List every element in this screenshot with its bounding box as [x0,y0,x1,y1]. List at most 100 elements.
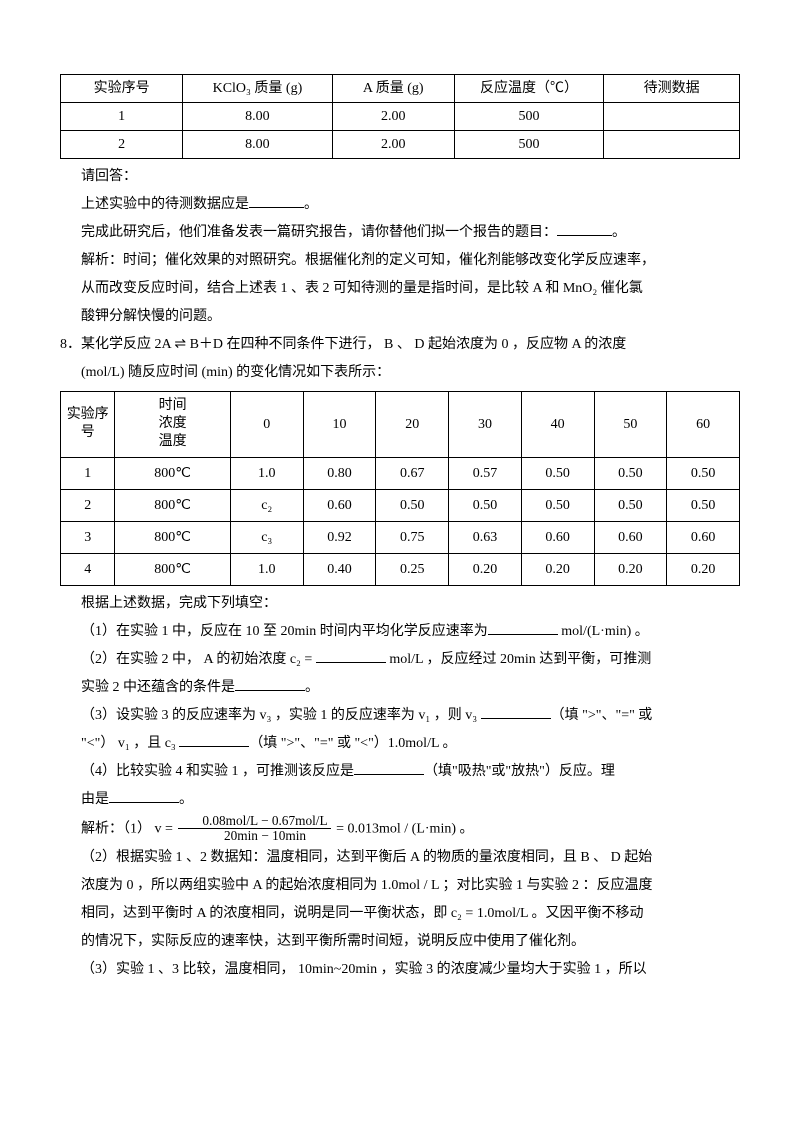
text: = 0.013mol / (L·min) 。 [336,821,473,836]
cell: 0.60 [594,521,667,553]
text-line: 8．某化学反应 2A ⇌ B＋D 在四种不同条件下进行， B 、 D 起始浓度为… [60,331,740,359]
cell: c₃ [230,521,303,553]
cell: 0.50 [594,489,667,521]
blank [557,221,612,236]
header-cell: 10 [303,392,376,458]
table-row: 3 800℃ c₃ 0.92 0.75 0.63 0.60 0.60 0.60 [61,521,740,553]
text-line: (mol/L) 随反应时间 (min) 的变化情况如下表所示： [60,359,740,387]
text-line: 相同，达到平衡时 A 的浓度相同，说明是同一平衡状态，即 c₂ = 1.0mol… [60,900,740,928]
text-line: 请回答： [60,163,740,191]
cell: 800℃ [115,457,231,489]
cell: 0.50 [667,457,740,489]
cell: 2.00 [332,131,454,159]
cell: 3 [61,521,115,553]
table-experiment-1: 实验序号 KClO₃ 质量 (g) A 质量 (g) 反应温度（℃） 待测数据 … [60,74,740,159]
cell: 0.25 [376,553,449,585]
header-cell: A 质量 (g) [332,75,454,103]
text: 时间 [159,398,187,413]
cell: 8.00 [183,131,332,159]
cell: 0.80 [303,457,376,489]
cell: 1 [61,103,183,131]
header-cell: 40 [521,392,594,458]
text: 完成此研究后，他们准备发表一篇研究报告，请你替他们拟一个报告的题目： [81,225,557,240]
text-line: （1）在实验 1 中，反应在 10 至 20min 时间内平均化学反应速率为 m… [60,618,740,646]
cell: 0.20 [667,553,740,585]
text-line: 实验 2 中还蕴含的条件是。 [60,674,740,702]
text: （2）在实验 2 中， A 的初始浓度 c₂ = [81,652,316,667]
cell: 0.75 [376,521,449,553]
text: 上述实验中的待测数据应是 [81,197,249,212]
table-row: 实验序号 KClO₃ 质量 (g) A 质量 (g) 反应温度（℃） 待测数据 [61,75,740,103]
header-cell: 时间 浓度 温度 [115,392,231,458]
header-cell: 反应温度（℃） [454,75,603,103]
cell: 0.92 [303,521,376,553]
header-cell: 50 [594,392,667,458]
text-line: 解析：（1） v = 0.08mol/L − 0.67mol/L 20min −… [60,814,740,844]
cell: 0.50 [449,489,522,521]
cell [604,131,740,159]
text-line: 上述实验中的待测数据应是。 [60,191,740,219]
cell: c₂ [230,489,303,521]
cell: 0.50 [594,457,667,489]
cell: 2.00 [332,103,454,131]
text: （3）设实验 3 的反应速率为 v₃ ，实验 1 的反应速率为 v₁ ，则 v₃ [81,708,481,723]
text: （4）比较实验 4 和实验 1 ，可推测该反应是 [81,764,354,779]
cell: 0.50 [667,489,740,521]
text: 。 [612,225,626,240]
blank [354,760,424,775]
header-cell: 20 [376,392,449,458]
text: （填 ">"、"=" 或 [551,708,653,723]
cell: 2 [61,489,115,521]
table-row: 2 800℃ c₂ 0.60 0.50 0.50 0.50 0.50 0.50 [61,489,740,521]
cell: 2 [61,131,183,159]
cell: 800℃ [115,521,231,553]
text: 浓度 [159,416,187,431]
text-line: 完成此研究后，他们准备发表一篇研究报告，请你替他们拟一个报告的题目： 。 [60,219,740,247]
cell: 1.0 [230,553,303,585]
cell: 0.20 [449,553,522,585]
cell: 0.60 [667,521,740,553]
cell: 800℃ [115,553,231,585]
text: mol/L ，反应经过 20min 达到平衡，可推测 [386,652,651,667]
cell: 0.50 [521,489,594,521]
cell: 0.50 [376,489,449,521]
header-cell: 实验序号 [61,392,115,458]
cell [604,103,740,131]
header-cell: 实验序号 [61,75,183,103]
header-cell: KClO₃ 质量 (g) [183,75,332,103]
cell: 0.60 [303,489,376,521]
text-line: 由是。 [60,786,740,814]
header-cell: 30 [449,392,522,458]
blank [488,620,558,635]
cell: 0.20 [594,553,667,585]
cell: 4 [61,553,115,585]
cell: 1.0 [230,457,303,489]
table-experiment-2: 实验序号 时间 浓度 温度 0 10 20 30 40 50 60 1 800℃… [60,391,740,586]
cell: 8.00 [183,103,332,131]
blank [316,648,386,663]
text-line: （4）比较实验 4 和实验 1 ，可推测该反应是（填"吸热"或"放热"）反应。理 [60,758,740,786]
cell: 0.50 [521,457,594,489]
text-line: 解析：时间；催化效果的对照研究。根据催化剂的定义可知，催化剂能够改变化学反应速率… [60,247,740,275]
numerator: 0.08mol/L − 0.67mol/L [178,814,330,830]
header-cell: 0 [230,392,303,458]
text: "<"） v₁ ，且 c₃ [81,736,179,751]
blank [235,676,305,691]
text-line: 浓度为 0 ，所以两组实验中 A 的起始浓度相同为 1.0mol / L ；对比… [60,872,740,900]
cell: 500 [454,131,603,159]
text-line: 从而改变反应时间，结合上述表 1 、表 2 可知待测的量是指时间，是比较 A 和… [60,275,740,303]
cell: 0.63 [449,521,522,553]
text-line: 根据上述数据，完成下列填空： [60,590,740,618]
text-line: （3）设实验 3 的反应速率为 v₃ ，实验 1 的反应速率为 v₁ ，则 v₃… [60,702,740,730]
blank [249,193,304,208]
cell: 0.40 [303,553,376,585]
text: 。 [179,792,193,807]
table-row: 实验序号 时间 浓度 温度 0 10 20 30 40 50 60 [61,392,740,458]
table-row: 2 8.00 2.00 500 [61,131,740,159]
text: mol/(L·min) 。 [558,624,649,639]
cell: 0.67 [376,457,449,489]
table-row: 1 800℃ 1.0 0.80 0.67 0.57 0.50 0.50 0.50 [61,457,740,489]
text: 实验 2 中还蕴含的条件是 [81,680,235,695]
table-row: 4 800℃ 1.0 0.40 0.25 0.20 0.20 0.20 0.20 [61,553,740,585]
text-line: （3）实验 1 、3 比较，温度相同， 10min~20min ，实验 3 的浓… [60,956,740,984]
